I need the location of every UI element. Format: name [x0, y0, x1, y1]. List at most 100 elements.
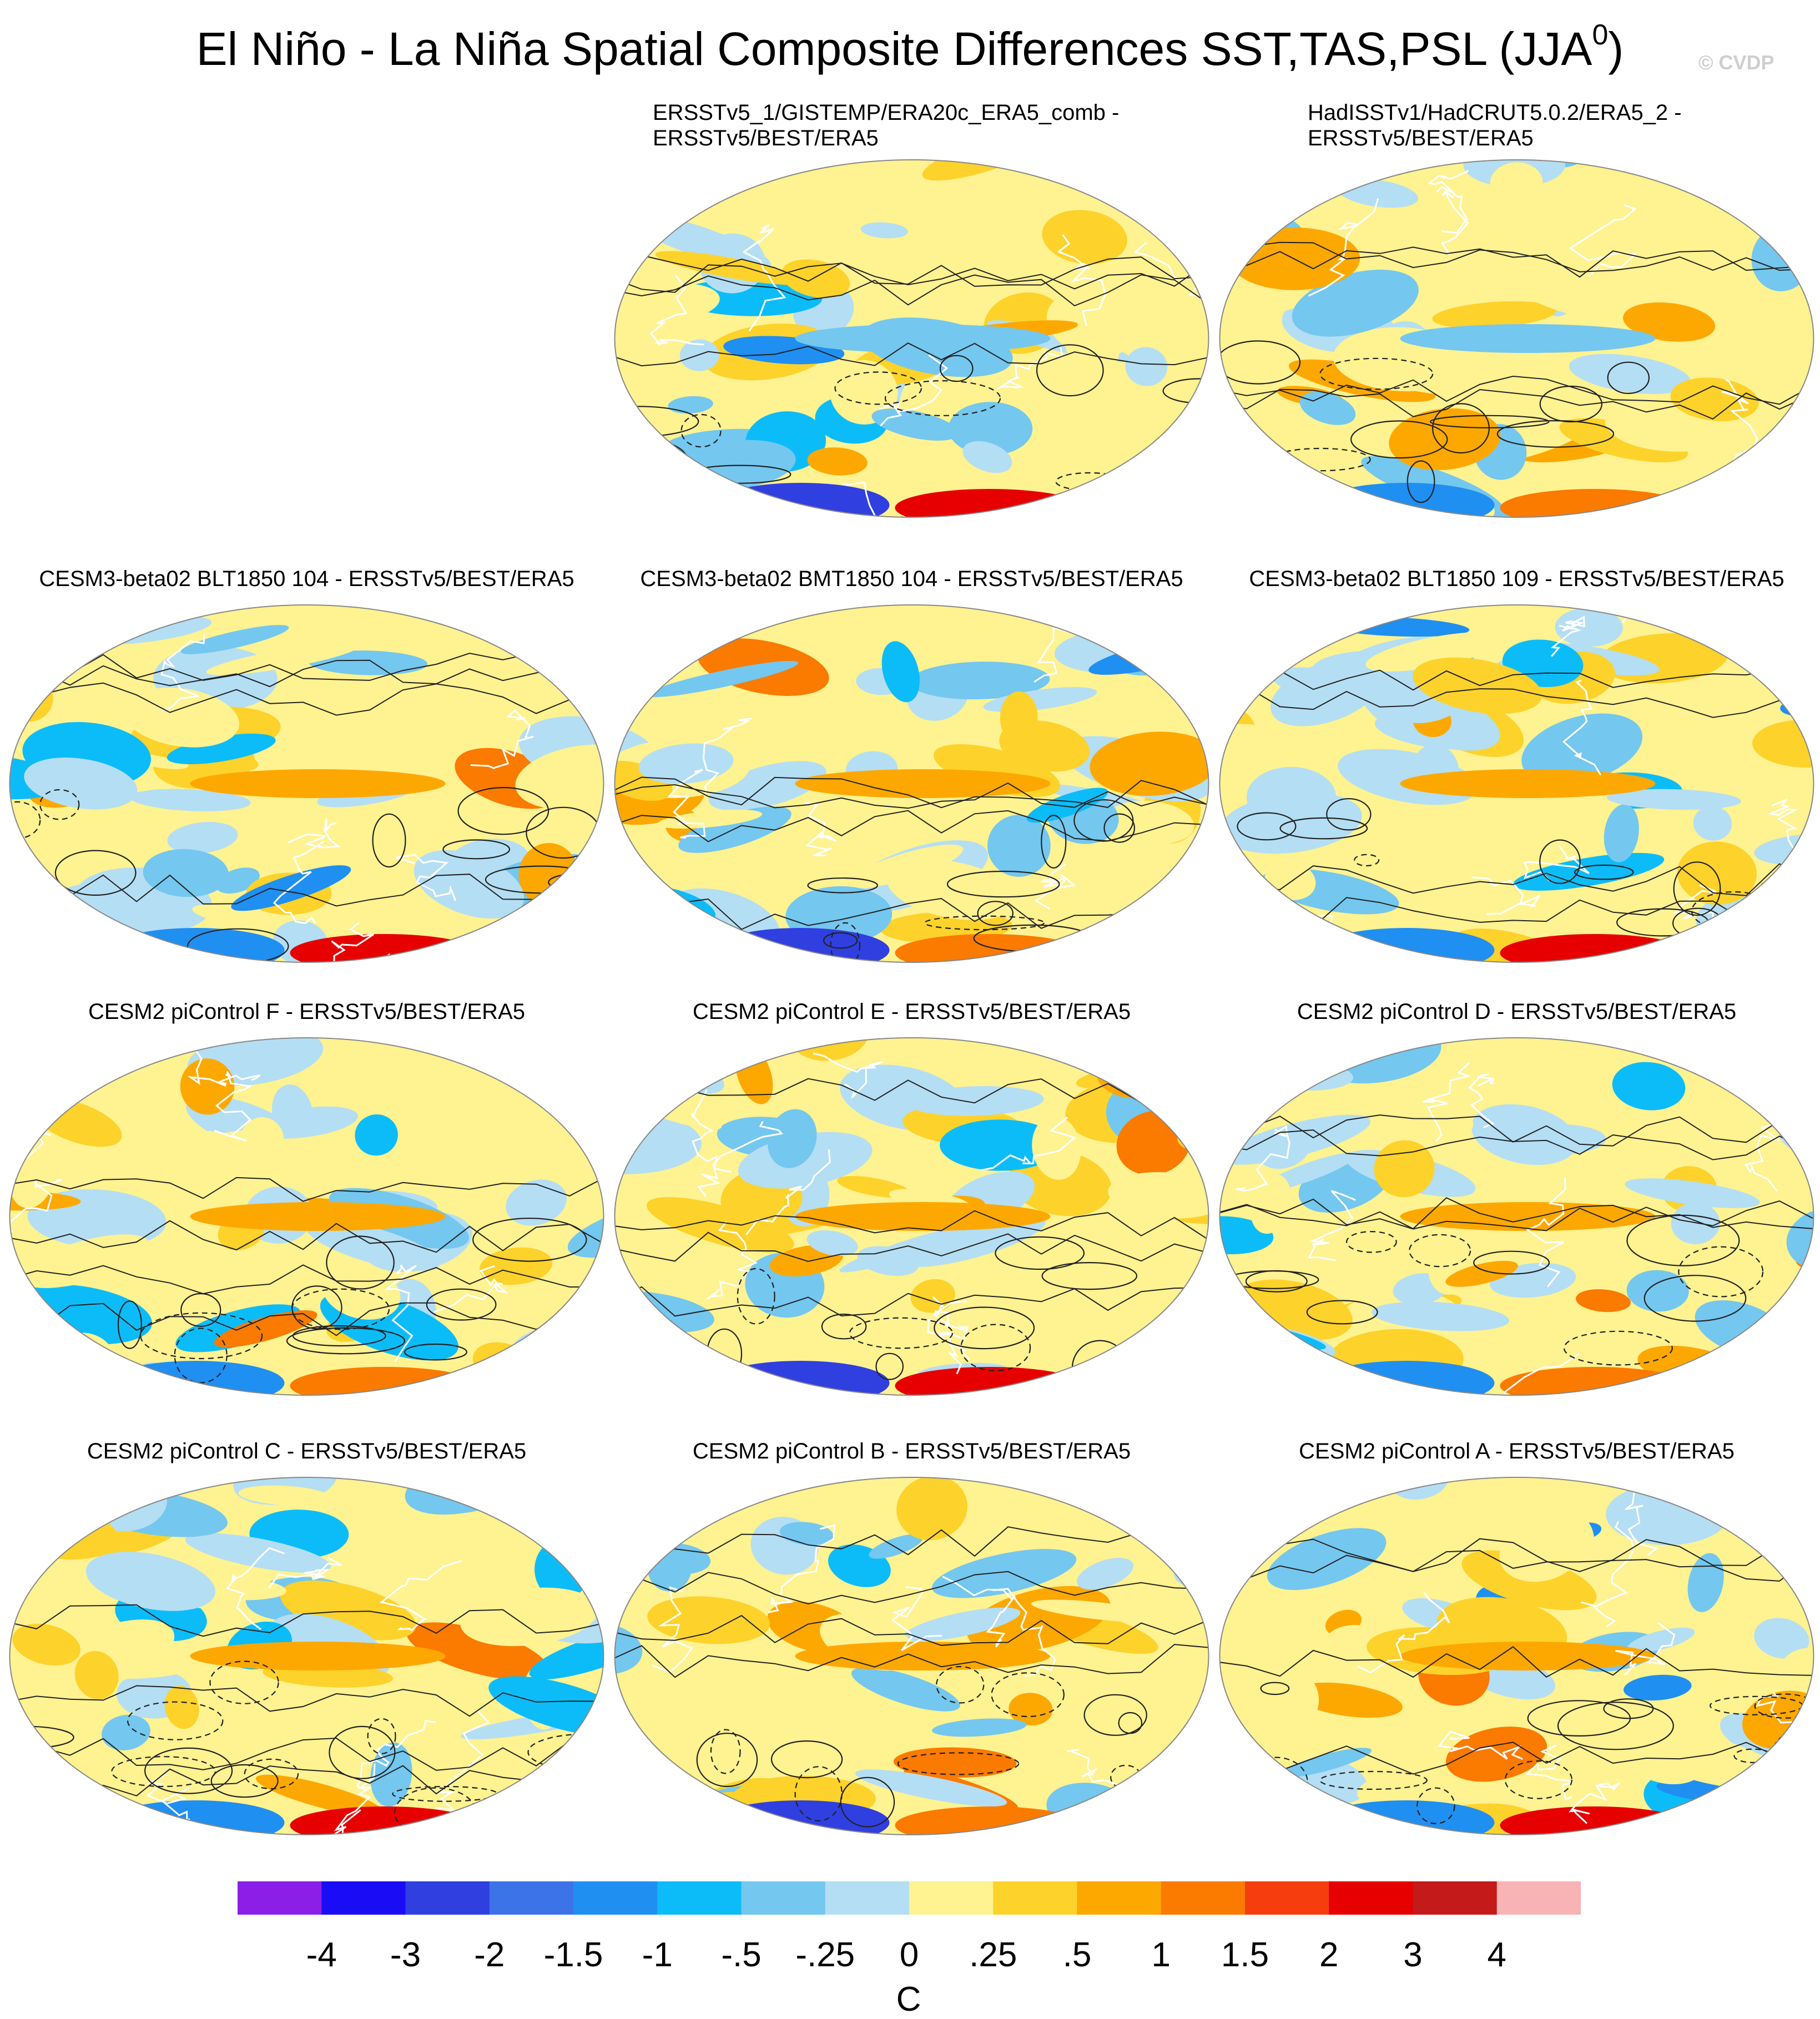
coastline [1277, 509, 1343, 522]
anomaly-region [608, 885, 631, 967]
coastline [152, 1386, 185, 1400]
anomaly-region [608, 1760, 660, 1815]
title-close: ) [1608, 23, 1624, 75]
anomaly-region [1213, 1798, 1274, 1839]
coastline [573, 857, 610, 937]
psl-contour-negative [58, 925, 94, 955]
anomaly-region [3, 1353, 139, 1400]
psl-contour-negative [1213, 1314, 1271, 1349]
equatorial-anomaly [190, 769, 446, 798]
colorbar-swatch [490, 1881, 574, 1915]
panel-title: CESM2 piControl A - ERSSTv5/BEST/ERA5 [1213, 1438, 1820, 1464]
anomaly-region [608, 624, 632, 673]
anomaly-region [608, 223, 621, 270]
colorbar-tick-label: 0 [900, 1936, 919, 1975]
anomaly-region [1213, 1338, 1302, 1385]
map-field [608, 600, 1215, 967]
map-field [608, 155, 1215, 522]
anomaly-region [3, 1061, 82, 1102]
colorbar-swatch [742, 1881, 826, 1915]
colorbar-tick-label: .25 [969, 1936, 1017, 1975]
colorbar-swatch [573, 1881, 658, 1915]
colorbar-tick-label: -.25 [795, 1936, 855, 1975]
panel-title: CESM3-beta02 BMT1850 104 - ERSSTv5/BEST/… [608, 566, 1215, 592]
anomaly-region [1025, 1473, 1110, 1486]
global-map [1213, 155, 1820, 522]
panel-title: CESM2 piControl C - ERSSTv5/BEST/ERA5 [3, 1438, 610, 1464]
page-title: El Niño - La Niña Spatial Composite Diff… [0, 21, 1820, 77]
coastline [608, 220, 622, 288]
anomaly-region [45, 1034, 86, 1058]
colorbar-tick-label: -4 [306, 1936, 337, 1975]
psl-contour-positive [608, 1353, 709, 1400]
colorbar-tick-label: 2 [1319, 1936, 1338, 1975]
coastline [1763, 962, 1789, 967]
panel-title: CESM3-beta02 BLT1850 109 - ERSSTv5/BEST/… [1213, 566, 1820, 592]
colorbar-tick-label: -.5 [721, 1936, 761, 1975]
anomaly-region [1016, 1033, 1065, 1046]
psl-contour-negative [1747, 1321, 1820, 1359]
map-field [1213, 155, 1820, 522]
anomaly-region [648, 492, 715, 522]
coastline [1171, 1826, 1215, 1839]
map-field [1213, 1033, 1820, 1400]
map-field [608, 1473, 1215, 1839]
colorbar-swatch [238, 1881, 322, 1915]
global-map [608, 1033, 1215, 1400]
anomaly-region [1125, 155, 1215, 180]
map-field [3, 1473, 610, 1839]
equatorial-anomaly [795, 769, 1051, 798]
anomaly-region [1714, 155, 1804, 193]
coastline [1316, 1831, 1348, 1840]
global-map [1213, 600, 1820, 967]
anomaly-region [1594, 1473, 1645, 1476]
anomaly-region [1213, 1792, 1240, 1834]
colorbar-tick-label: -1.5 [544, 1936, 603, 1975]
anomaly-region [1778, 1033, 1820, 1092]
coastline [89, 1387, 160, 1400]
equatorial-anomaly [795, 1202, 1051, 1231]
colorbar-tick-label: -2 [474, 1936, 505, 1975]
equatorial-anomaly [190, 1202, 446, 1231]
title-text: El Niño - La Niña Spatial Composite Diff… [196, 23, 1592, 75]
coastline [1817, 1205, 1820, 1279]
anomaly-region [838, 155, 875, 162]
anomaly-region [683, 600, 752, 633]
psl-contour-positive [3, 906, 79, 946]
anomaly-region [1020, 952, 1163, 967]
colorbar-swatch [1077, 1881, 1162, 1915]
colorbar-swatch [657, 1881, 742, 1915]
anomaly-region [3, 632, 71, 664]
equatorial-anomaly [1400, 1642, 1656, 1670]
panel-title: HadISSTv1/HadCRUT5.0.2/ERA5_2 - ERSSTv5/… [1308, 100, 1820, 151]
psl-contour-negative [1740, 461, 1796, 502]
colorbar-units: C [896, 1980, 921, 2019]
map-field [1213, 600, 1820, 967]
equatorial-anomaly [795, 1642, 1051, 1670]
colorbar-swatch [321, 1881, 406, 1915]
coastline [695, 1804, 737, 1839]
global-map [608, 600, 1215, 967]
psl-contour-positive [1732, 473, 1820, 499]
anomaly-region [548, 1473, 610, 1522]
title-superscript: 0 [1592, 19, 1608, 51]
anomaly-region [1606, 1483, 1729, 1546]
colorbar-swatch [825, 1881, 910, 1915]
colorbar-tick-label: 1 [1152, 1936, 1171, 1975]
colorbar-swatch [1161, 1881, 1246, 1915]
coastline [1293, 498, 1345, 522]
anomaly-region [608, 1309, 619, 1362]
anomaly-region [3, 1798, 97, 1839]
anomaly-region [3, 1365, 84, 1400]
map-field [608, 1033, 1215, 1400]
anomaly-region [1058, 1838, 1188, 1839]
global-map [1213, 1033, 1820, 1400]
map-field [1213, 1473, 1820, 1839]
anomaly-region [1732, 609, 1820, 655]
colorbar [238, 1881, 1581, 1915]
colorbar-swatch [1413, 1881, 1498, 1915]
colorbar-tick-label: 4 [1488, 1936, 1506, 1975]
anomaly-region [608, 1473, 668, 1497]
anomaly-region [1179, 1554, 1215, 1584]
colorbar-swatch [909, 1881, 994, 1915]
